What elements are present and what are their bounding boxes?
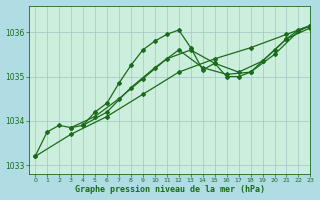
X-axis label: Graphe pression niveau de la mer (hPa): Graphe pression niveau de la mer (hPa)	[75, 185, 265, 194]
